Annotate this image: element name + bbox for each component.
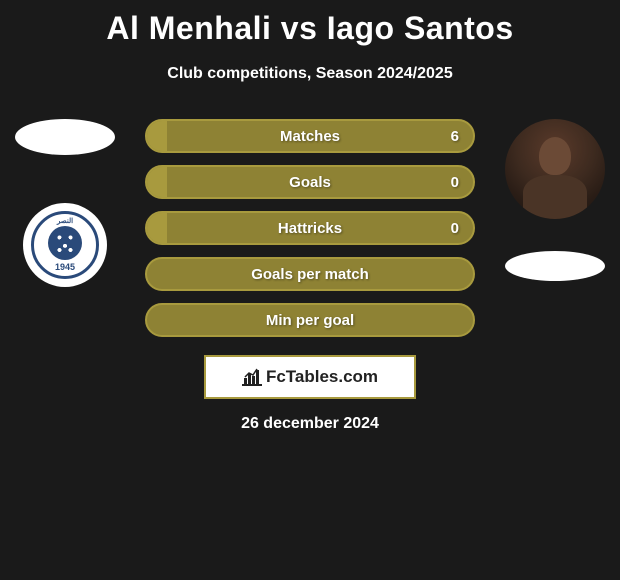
- page-title: Al Menhali vs Iago Santos: [0, 0, 620, 47]
- stat-row: Hattricks 0: [145, 211, 475, 245]
- stats-list: Matches 6 Goals 0 Hattricks 0 Goals per match M…: [145, 119, 475, 337]
- bar-chart-icon: [242, 368, 262, 386]
- left-club-badge: النصر 1945: [23, 203, 107, 287]
- club-year: 1945: [55, 262, 75, 272]
- right-player-column: [500, 119, 610, 281]
- stat-left-fill: [147, 167, 167, 197]
- stat-left-fill: [147, 121, 167, 151]
- brand-text: FcTables.com: [266, 367, 378, 387]
- stat-row: Min per goal: [145, 303, 475, 337]
- soccer-ball-icon: [48, 226, 82, 260]
- stat-row: Goals per match: [145, 257, 475, 291]
- stat-label: Min per goal: [266, 312, 354, 329]
- comparison-content: النصر 1945 Matches6Goals0Hattricks0Goals…: [0, 119, 620, 433]
- right-player-avatar: [505, 119, 605, 219]
- stat-label: Matches: [280, 128, 340, 145]
- stat-label: Goals per match: [251, 266, 369, 283]
- stat-label: Goals: [289, 174, 331, 191]
- footer: FcTables.com 26 december 2024: [0, 355, 620, 433]
- club-script: النصر: [57, 217, 73, 225]
- left-player-column: النصر 1945: [10, 119, 120, 287]
- stat-label: Hattricks: [278, 220, 342, 237]
- stat-row: Goals 0: [145, 165, 475, 199]
- stat-value-right: 0: [451, 220, 459, 237]
- brand-box[interactable]: FcTables.com: [204, 355, 416, 399]
- left-player-avatar-placeholder: [15, 119, 115, 155]
- stat-value-right: 6: [451, 128, 459, 145]
- subtitle: Club competitions, Season 2024/2025: [0, 65, 620, 83]
- footer-date: 26 december 2024: [241, 415, 379, 433]
- stat-left-fill: [147, 213, 167, 243]
- stat-row: Matches 6: [145, 119, 475, 153]
- right-club-badge-placeholder: [505, 251, 605, 281]
- stat-value-right: 0: [451, 174, 459, 191]
